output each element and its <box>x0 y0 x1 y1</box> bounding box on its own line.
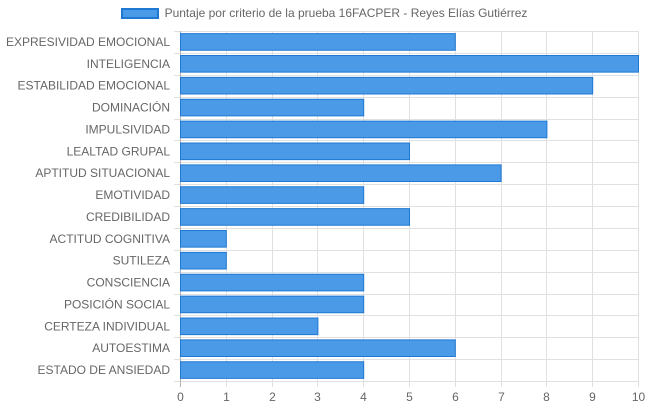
x-tick-label: 9 <box>589 390 596 404</box>
bar <box>180 208 410 226</box>
category-label: APTITUD SITUACIONAL <box>35 166 170 180</box>
bar <box>180 339 456 357</box>
category-label: DOMINACIÓN <box>92 100 170 115</box>
x-tick-label: 8 <box>543 390 550 404</box>
bar <box>180 120 548 139</box>
x-tick-label: 4 <box>360 390 367 404</box>
x-tick-label: 2 <box>269 390 276 404</box>
legend[interactable]: Puntaje por criterio de la prueba 16FACP… <box>0 6 648 20</box>
x-tick-label: 1 <box>223 390 230 404</box>
bar <box>180 76 594 95</box>
category-label: CONSCIENCIA <box>87 276 170 290</box>
category-label: CREDIBILIDAD <box>86 210 170 224</box>
category-label: POSICIÓN SOCIAL <box>64 296 170 311</box>
x-tick-label: 6 <box>452 390 459 404</box>
bar <box>180 251 227 270</box>
bar <box>180 295 365 314</box>
bar <box>180 164 502 182</box>
legend-swatch <box>120 8 159 19</box>
bar <box>180 317 319 336</box>
category-label: ESTABILIDAD EMOCIONAL <box>18 79 171 93</box>
bar <box>180 142 410 161</box>
x-tick-label: 0 <box>177 390 184 404</box>
category-label: ESTADO DE ANSIEDAD <box>38 363 171 377</box>
category-label: INTELIGENCIA <box>87 57 170 71</box>
category-label: CERTEZA INDIVIDUAL <box>44 319 170 333</box>
bar <box>180 98 365 117</box>
bar <box>180 361 365 379</box>
category-label: EMOTIVIDAD <box>95 188 170 202</box>
category-label: SUTILEZA <box>113 254 170 268</box>
category-label: IMPULSIVIDAD <box>85 122 170 136</box>
bar <box>180 33 456 51</box>
category-label: EXPRESIVIDAD EMOCIONAL <box>6 35 170 49</box>
legend-label: Puntaje por criterio de la prueba 16FACP… <box>164 6 528 20</box>
category-label: LEALTAD GRUPAL <box>67 144 171 158</box>
x-tick-label: 5 <box>406 390 413 404</box>
category-label: AUTOESTIMA <box>92 341 170 355</box>
x-tick-label: 10 <box>632 390 646 404</box>
bar <box>180 186 365 204</box>
x-tick-label: 7 <box>498 390 505 404</box>
x-tick-label: 3 <box>314 390 321 404</box>
bar <box>180 230 227 248</box>
bar <box>180 273 365 292</box>
bar <box>180 55 639 73</box>
category-label: ACTITUD COGNITIVA <box>50 232 170 246</box>
